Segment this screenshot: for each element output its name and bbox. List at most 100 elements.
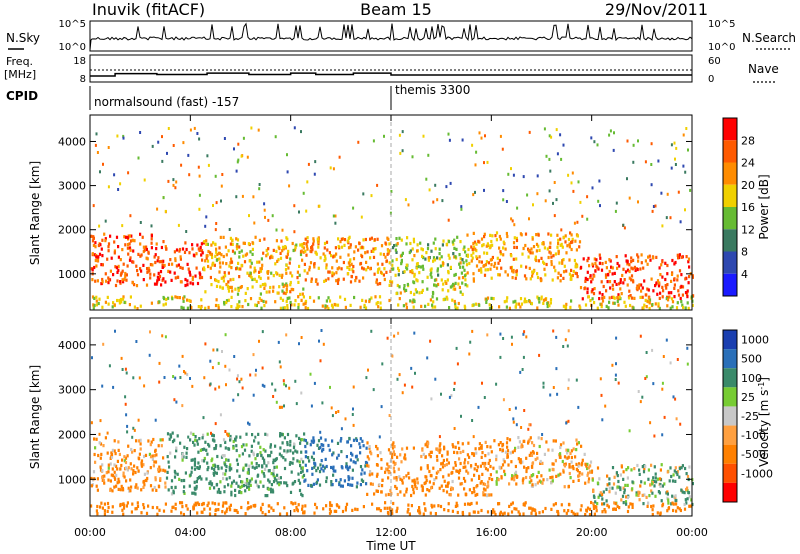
power-cell <box>591 277 594 281</box>
power-cell <box>312 242 315 246</box>
power-cell <box>259 269 263 273</box>
velocity-colorbar-tick-label: 1000 <box>741 334 769 347</box>
power-cell <box>284 268 288 272</box>
power-cell <box>386 236 389 240</box>
power-cell <box>580 265 583 269</box>
power-cell <box>466 253 470 257</box>
power-cell <box>486 242 489 246</box>
velocity-cell <box>523 503 526 507</box>
velocity-cell <box>442 458 445 463</box>
power-cell <box>676 274 679 278</box>
velocity-cell <box>325 504 328 508</box>
velocity-cell <box>144 453 148 457</box>
velocity-cell <box>506 445 509 449</box>
power-cell <box>101 305 104 309</box>
power-cell <box>352 270 355 274</box>
power-cell <box>483 273 487 277</box>
velocity-cell <box>468 512 471 516</box>
velocity-cell <box>304 455 307 459</box>
velocity-cell <box>618 506 621 510</box>
velocity-cell <box>172 375 175 378</box>
power-cell <box>370 249 373 253</box>
power-cell <box>161 265 164 269</box>
power-cell <box>676 278 679 282</box>
velocity-cell <box>322 464 325 468</box>
velocity-cell <box>364 464 367 468</box>
power-cell <box>402 270 405 274</box>
power-cell <box>290 303 293 307</box>
velocity-cell <box>517 436 520 440</box>
velocity-cell <box>406 510 409 514</box>
power-cell <box>463 274 467 278</box>
velocity-cell <box>470 501 473 506</box>
velocity-cell <box>426 466 429 470</box>
power-cell <box>640 253 643 257</box>
velocity-cell <box>134 485 137 489</box>
velocity-cell <box>490 450 493 454</box>
power-cell <box>249 271 252 275</box>
power-cell <box>626 262 629 266</box>
power-cell <box>288 296 291 300</box>
velocity-cell <box>405 490 408 494</box>
power-cell <box>495 238 498 242</box>
noise-trace <box>89 22 693 51</box>
power-cell <box>528 130 531 134</box>
power-cell <box>581 297 584 301</box>
power-cell <box>407 203 410 207</box>
velocity-cell <box>230 493 233 497</box>
power-cell <box>511 219 514 223</box>
velocity-cell <box>101 475 104 479</box>
power-cell <box>525 300 528 304</box>
velocity-cell <box>235 481 238 485</box>
velocity-cell <box>219 490 222 494</box>
power-cell <box>227 249 230 253</box>
velocity-cell <box>124 395 127 399</box>
power-cell <box>305 242 308 246</box>
velocity-cell <box>514 446 517 450</box>
power-cell <box>303 269 306 273</box>
velocity-cell <box>637 490 640 494</box>
velocity-cell <box>506 455 509 459</box>
velocity-cell <box>669 361 672 365</box>
velocity-cell <box>194 438 197 442</box>
power-cell <box>494 234 497 238</box>
power-cell <box>255 303 258 308</box>
velocity-cell <box>302 460 305 464</box>
power-cell <box>275 239 278 243</box>
velocity-cell <box>208 486 212 490</box>
velocity-cell <box>519 458 522 462</box>
power-cell <box>326 305 329 309</box>
power-cell <box>293 126 296 130</box>
power-cell <box>122 134 125 138</box>
velocity-cell <box>552 439 555 443</box>
power-cell <box>611 295 614 299</box>
power-cell <box>179 265 182 270</box>
velocity-cell <box>439 448 442 452</box>
power-cell <box>540 297 543 301</box>
velocity-y-axis-label: Slant Range [km] <box>28 365 42 469</box>
power-cell <box>182 299 185 303</box>
power-cell <box>398 285 401 289</box>
velocity-cell <box>552 503 555 507</box>
velocity-cell <box>479 464 482 468</box>
power-cell <box>590 290 593 294</box>
velocity-cell <box>133 464 136 468</box>
velocity-cell <box>494 512 497 517</box>
power-cell <box>512 300 515 304</box>
velocity-cell <box>224 501 227 505</box>
velocity-cell <box>527 427 530 431</box>
power-cell <box>110 256 113 260</box>
power-cell <box>306 271 309 275</box>
velocity-cell <box>250 477 253 481</box>
velocity-cell <box>202 416 205 420</box>
power-cell <box>101 254 104 258</box>
velocity-cell <box>146 471 149 475</box>
velocity-cell <box>253 466 256 470</box>
power-cell <box>248 214 250 218</box>
velocity-cell <box>279 365 282 369</box>
power-cell <box>359 261 363 266</box>
power-cell <box>314 251 318 255</box>
velocity-cell <box>630 468 633 472</box>
power-cell <box>628 263 631 267</box>
velocity-cell <box>319 359 322 363</box>
